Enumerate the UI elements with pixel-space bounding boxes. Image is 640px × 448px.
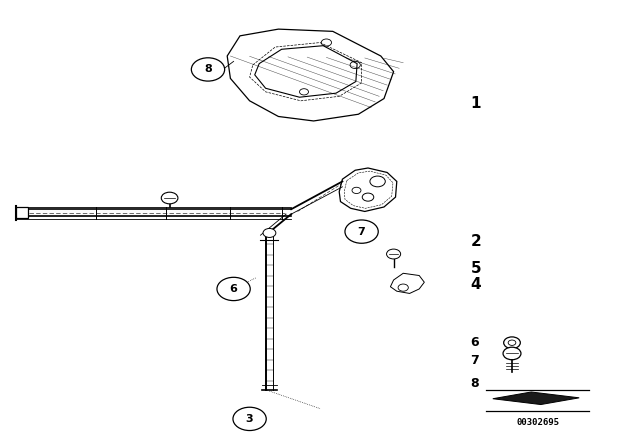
Circle shape (161, 192, 178, 204)
Text: 6: 6 (230, 284, 237, 294)
Circle shape (233, 407, 266, 431)
FancyBboxPatch shape (16, 207, 28, 218)
Text: 2: 2 (470, 234, 481, 250)
Text: 7: 7 (470, 354, 479, 367)
Text: 6: 6 (470, 336, 479, 349)
Circle shape (503, 347, 521, 360)
Polygon shape (493, 392, 579, 405)
Circle shape (191, 58, 225, 81)
Text: 3: 3 (246, 414, 253, 424)
Text: 8: 8 (470, 376, 479, 390)
Text: 4: 4 (470, 277, 481, 292)
Text: 00302695: 00302695 (516, 418, 559, 426)
Circle shape (387, 249, 401, 259)
Circle shape (217, 277, 250, 301)
Text: 1: 1 (470, 95, 481, 111)
Circle shape (345, 220, 378, 243)
Text: 5: 5 (470, 261, 481, 276)
Text: 7: 7 (358, 227, 365, 237)
Text: 8: 8 (204, 65, 212, 74)
Circle shape (504, 337, 520, 349)
Circle shape (263, 228, 276, 237)
